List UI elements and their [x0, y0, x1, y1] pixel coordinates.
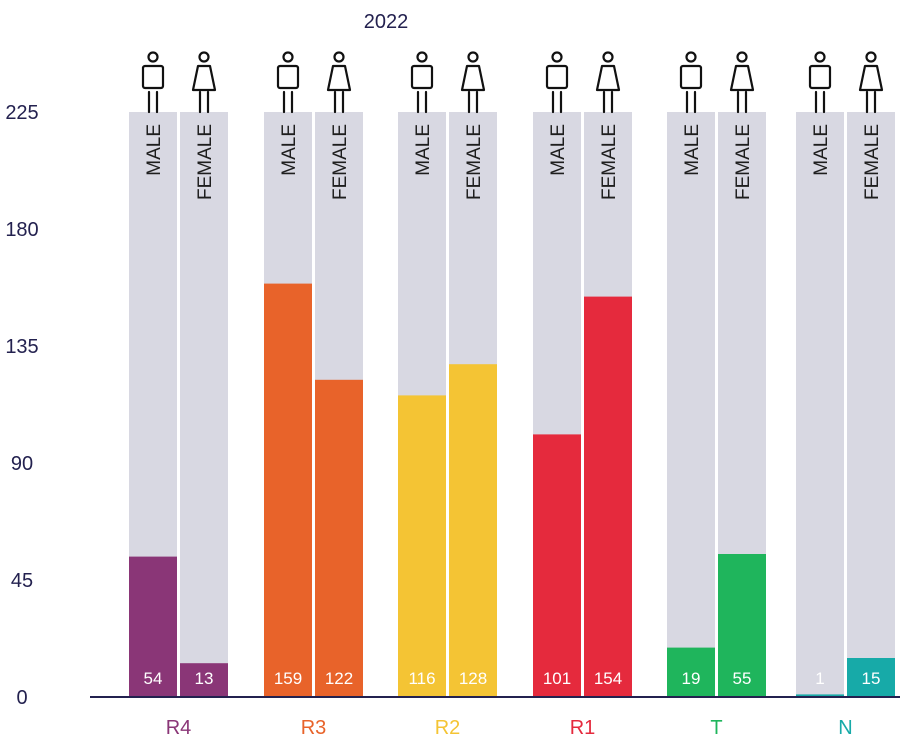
data-label: 13 [195, 669, 214, 688]
female-person-icon [729, 51, 755, 114]
category-label: R2 [435, 717, 461, 739]
bar-gender-label: MALE [144, 124, 165, 176]
data-label: 122 [325, 669, 353, 688]
bar-gender-label: MALE [279, 124, 300, 176]
male-person-icon [545, 51, 569, 114]
bar-gender-label: MALE [682, 124, 703, 176]
y-tick-label: 90 [11, 453, 33, 475]
y-tick-label: 45 [11, 570, 33, 592]
bar-track [180, 112, 228, 697]
category-label: T [710, 717, 722, 739]
bar [398, 395, 446, 697]
y-axis: 0 45 90 135 180 225 [5, 102, 38, 709]
female-person-icon [326, 51, 352, 114]
category-label: R3 [301, 717, 327, 739]
female-person-icon [858, 51, 884, 114]
data-label: 1 [815, 669, 824, 688]
female-person-icon [191, 51, 217, 114]
bar [180, 663, 228, 697]
female-person-icon [595, 51, 621, 114]
y-tick-label: 180 [5, 219, 38, 241]
bar-group-n: MALE 1 FEMALE 15 N [796, 51, 895, 739]
female-person-icon [460, 51, 486, 114]
data-label: 15 [862, 669, 881, 688]
bar-gender-label: FEMALE [733, 124, 754, 200]
male-person-icon [410, 51, 434, 114]
bar-groups: MALE54FEMALE13R4MALE159FEMALE122R3MALE11… [129, 51, 895, 739]
bar [667, 647, 715, 697]
y-tick-label: 225 [5, 102, 38, 124]
y-tick-label: 0 [16, 687, 27, 709]
chart-title: 2022 [364, 11, 409, 33]
data-label: 54 [144, 669, 163, 688]
bar [796, 694, 844, 697]
y-tick-label: 135 [5, 336, 38, 358]
male-person-icon [141, 51, 165, 114]
bar-group-r4: MALE 54 FEMALE 13 R4 [129, 51, 228, 739]
data-label: 154 [594, 669, 622, 688]
bar [315, 379, 363, 697]
male-person-icon [276, 51, 300, 114]
bar [718, 554, 766, 697]
data-label: 19 [682, 669, 701, 688]
bar [449, 364, 497, 697]
male-person-icon [808, 51, 832, 114]
bar-group-r1: MALE 101 FEMALE 154 R1 [533, 51, 632, 739]
bar-gender-label: FEMALE [599, 124, 620, 200]
bar-track [667, 112, 715, 697]
bar-gender-label: FEMALE [862, 124, 883, 200]
bar-group-r2: MALE 116 FEMALE 128 R2 [398, 51, 497, 739]
bar [584, 296, 632, 697]
male-person-icon [679, 51, 703, 114]
data-label: 159 [274, 669, 302, 688]
bar-gender-label: MALE [811, 124, 832, 176]
bar-gender-label: FEMALE [330, 124, 351, 200]
bar-group-t: MALE 19 FEMALE 55 T [667, 51, 766, 739]
bar [847, 658, 895, 697]
category-label: R4 [166, 717, 192, 739]
data-label: 116 [408, 669, 435, 688]
bar-track [796, 112, 844, 697]
category-label: R1 [570, 717, 596, 739]
data-label: 101 [543, 669, 571, 688]
bar-gender-label: FEMALE [464, 124, 485, 200]
bar [264, 283, 312, 697]
bar [129, 556, 177, 697]
data-label: 55 [733, 669, 752, 688]
bar-gender-label: FEMALE [195, 124, 216, 200]
data-label: 128 [459, 669, 487, 688]
bar-track [847, 112, 895, 697]
bar-gender-label: MALE [413, 124, 434, 176]
bar-gender-label: MALE [548, 124, 569, 176]
category-label: N [838, 717, 852, 739]
bar-group-r3: MALE 159 FEMALE 122 R3 [264, 51, 363, 739]
bar [533, 434, 581, 697]
